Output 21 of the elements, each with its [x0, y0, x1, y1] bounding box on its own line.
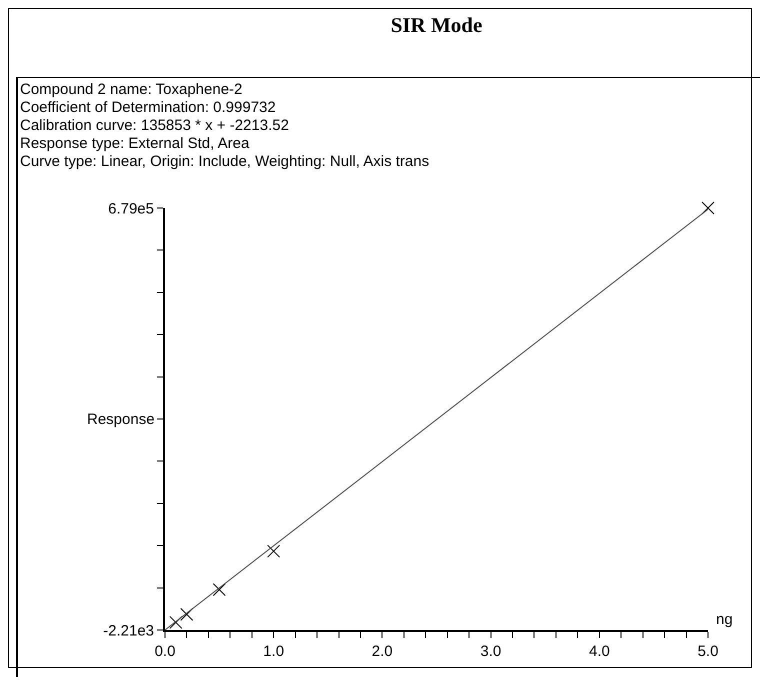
x-tick-label: 2.0: [372, 643, 393, 660]
x-tick-label: 3.0: [480, 643, 502, 660]
x-tick-label: 1.0: [263, 643, 284, 660]
text: Curve type: Linear, Origin: Include, Weighting: Null, Axis trans: [20, 153, 430, 170]
text: Coefficient of Determination: 0.999732: [20, 99, 276, 116]
x-tick-label: 5.0: [698, 643, 718, 660]
chart-title: SIR Mode: [390, 12, 482, 37]
point: [267, 544, 280, 558]
text: Response type: External Std, Area: [20, 135, 250, 152]
point: [702, 202, 714, 214]
y-axis-title: Response: [87, 411, 155, 428]
text: Calibration curve: 135853 * x + -2213.52: [20, 117, 289, 134]
x-axis-title: ng: [716, 611, 733, 628]
point: [169, 616, 182, 629]
point: [180, 608, 194, 621]
point: [212, 583, 226, 596]
y-tick-label: 6.79e5: [108, 200, 154, 218]
x-tick-label: 4.0: [588, 643, 610, 660]
x-tick-label: 0.0: [154, 643, 176, 660]
y-tick-label: -2.21e3: [103, 622, 154, 640]
text: Compound 2 name: Toxaphene-2: [20, 81, 242, 98]
